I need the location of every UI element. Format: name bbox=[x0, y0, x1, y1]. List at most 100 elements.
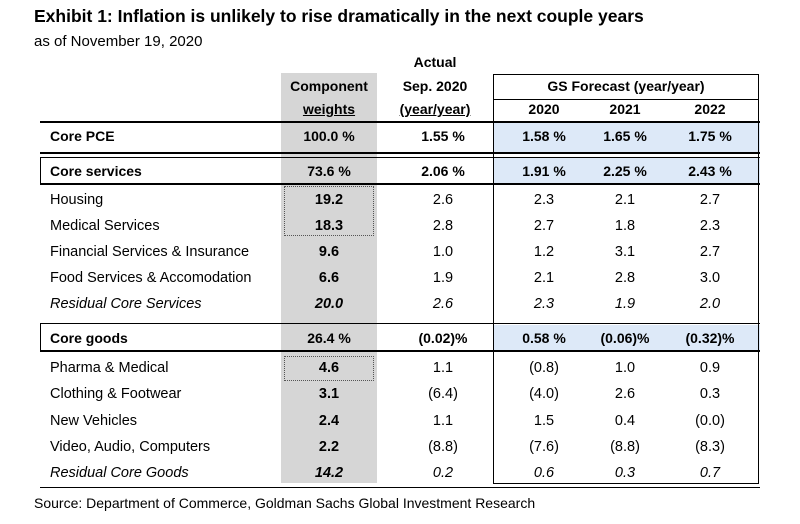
exhibit-title: Exhibit 1: Inflation is unlikely to rise… bbox=[34, 6, 644, 26]
rule-top bbox=[40, 121, 760, 123]
core-goods-left-border bbox=[40, 323, 41, 351]
table-row-pharma-medical: Pharma & Medical 4.6 1.1 (0.8) 1.0 0.9 bbox=[40, 356, 760, 380]
row-label: Food Services & Accomodation bbox=[50, 270, 252, 286]
row-actual: (0.02)% bbox=[418, 330, 468, 346]
row-forecast-2022: 2.0 bbox=[699, 296, 721, 312]
row-label: Video, Audio, Computers bbox=[50, 439, 211, 455]
row-forecast-2022: (0.0) bbox=[695, 413, 725, 429]
exhibit-subtitle: as of November 19, 2020 bbox=[34, 33, 203, 50]
row-forecast-2022: 0.7 bbox=[699, 465, 721, 481]
row-forecast-2021: 2.6 bbox=[614, 386, 636, 402]
row-forecast-2021: 2.1 bbox=[614, 192, 636, 208]
row-label: Pharma & Medical bbox=[50, 360, 169, 376]
row-forecast-2020: 1.2 bbox=[533, 244, 555, 260]
row-forecast-2020: (0.8) bbox=[529, 360, 559, 376]
row-forecast-2021: 2.8 bbox=[614, 270, 636, 286]
row-forecast-2020: 2.7 bbox=[533, 218, 555, 234]
header-year-2022: 2022 bbox=[694, 101, 726, 117]
row-weight: 9.6 bbox=[318, 244, 340, 260]
rule-core-goods-top bbox=[40, 323, 760, 324]
row-forecast-2021: 1.0 bbox=[614, 360, 636, 376]
row-forecast-2020: (4.0) bbox=[529, 386, 559, 402]
row-forecast-2021: 3.1 bbox=[614, 244, 636, 260]
table-row-core-pce: Core PCE 100.0 % 1.55 % 1.58 % 1.65 % 1.… bbox=[40, 124, 760, 148]
row-actual: 2.8 bbox=[432, 218, 454, 234]
row-actual: 2.06 % bbox=[421, 163, 465, 179]
table-row-food-services: Food Services & Accomodation 6.6 1.9 2.1… bbox=[40, 266, 760, 290]
weights-column-shading bbox=[281, 73, 377, 483]
row-forecast-2022: 0.3 bbox=[699, 386, 721, 402]
row-weight: 19.2 bbox=[314, 192, 344, 208]
row-weight: 20.0 bbox=[314, 296, 344, 312]
row-label: Financial Services & Insurance bbox=[50, 244, 250, 260]
row-weight: 6.6 bbox=[318, 270, 340, 286]
row-label: Core PCE bbox=[50, 128, 115, 144]
header-actual-line2: Sep. 2020 bbox=[402, 78, 468, 94]
table-row-clothing-footwear: Clothing & Footwear 3.1 (6.4) (4.0) 2.6 … bbox=[40, 382, 760, 406]
table-row-financial-services: Financial Services & Insurance 9.6 1.0 1… bbox=[40, 240, 760, 264]
row-actual: 0.2 bbox=[432, 465, 454, 481]
row-actual: 1.0 bbox=[432, 244, 454, 260]
core-goods-forecast-highlight bbox=[493, 325, 760, 350]
row-forecast-2020: 0.6 bbox=[533, 465, 555, 481]
rule-table-bottom bbox=[40, 487, 760, 488]
header-weights-line1: Component bbox=[290, 78, 368, 94]
row-label: Medical Services bbox=[50, 218, 160, 234]
header-year-2020: 2020 bbox=[528, 101, 560, 117]
row-forecast-2022: 2.43 % bbox=[688, 163, 732, 179]
row-label: New Vehicles bbox=[50, 413, 138, 429]
row-actual: 2.6 bbox=[432, 192, 454, 208]
row-forecast-2021: 0.4 bbox=[614, 413, 636, 429]
row-actual: 1.1 bbox=[432, 360, 454, 376]
row-actual: (6.4) bbox=[428, 386, 458, 402]
core-services-forecast-highlight bbox=[493, 157, 760, 183]
row-forecast-2022: 1.75 % bbox=[688, 128, 732, 144]
row-actual: 1.55 % bbox=[421, 128, 465, 144]
row-label: Residual Core Goods bbox=[50, 465, 189, 481]
row-forecast-2020: 2.1 bbox=[533, 270, 555, 286]
row-actual: 2.6 bbox=[432, 296, 454, 312]
table-row-housing: Housing 19.2 2.6 2.3 2.1 2.7 bbox=[40, 188, 760, 212]
row-forecast-2021: 1.9 bbox=[614, 296, 636, 312]
row-forecast-2020: 2.3 bbox=[533, 192, 555, 208]
row-forecast-2020: 1.58 % bbox=[522, 128, 566, 144]
table-row-medical-services: Medical Services 18.3 2.8 2.7 1.8 2.3 bbox=[40, 214, 760, 238]
row-forecast-2021: 1.65 % bbox=[603, 128, 647, 144]
row-forecast-2020: 2.3 bbox=[533, 296, 555, 312]
row-forecast-2022: 2.3 bbox=[699, 218, 721, 234]
row-weight: 18.3 bbox=[314, 218, 344, 234]
row-label: Housing bbox=[50, 192, 104, 208]
row-label: Residual Core Services bbox=[50, 296, 202, 312]
header-actual-line3: (year/year) bbox=[399, 101, 471, 117]
header-actual-line1: Actual bbox=[413, 54, 457, 70]
row-weight: 2.2 bbox=[318, 439, 340, 455]
row-weight: 4.6 bbox=[318, 360, 340, 376]
row-forecast-2022: 2.7 bbox=[699, 192, 721, 208]
forecast-box bbox=[493, 74, 759, 484]
row-label: Core goods bbox=[50, 330, 128, 346]
header-year-2021: 2021 bbox=[609, 101, 641, 117]
rule-core-goods-bottom bbox=[40, 350, 760, 352]
row-forecast-2022: 2.7 bbox=[699, 244, 721, 260]
row-forecast-2022: (0.32)% bbox=[685, 330, 735, 346]
housing-medical-dotted-box bbox=[284, 186, 374, 236]
table-row-video-audio-computers: Video, Audio, Computers 2.2 (8.8) (7.6) … bbox=[40, 435, 760, 459]
core-services-left-border bbox=[40, 157, 41, 184]
row-forecast-2021: (0.06)% bbox=[600, 330, 650, 346]
row-forecast-2022: (8.3) bbox=[695, 439, 725, 455]
row-actual: 1.9 bbox=[432, 270, 454, 286]
row-forecast-2020: 0.58 % bbox=[522, 330, 566, 346]
core-pce-forecast-highlight bbox=[493, 121, 760, 152]
header-weights-line2: weights bbox=[302, 101, 356, 117]
row-weight: 14.2 bbox=[314, 465, 344, 481]
pharma-dotted-box bbox=[284, 356, 374, 381]
row-forecast-2020: (7.6) bbox=[529, 439, 559, 455]
row-forecast-2020: 1.5 bbox=[533, 413, 555, 429]
rule-core-services-bottom bbox=[40, 183, 760, 185]
row-weight: 100.0 % bbox=[303, 128, 355, 144]
table-row-residual-core-goods: Residual Core Goods 14.2 0.2 0.6 0.3 0.7 bbox=[40, 461, 760, 485]
rule-core-services-top bbox=[40, 157, 760, 158]
row-forecast-2021: 2.25 % bbox=[603, 163, 647, 179]
table-row-residual-core-services: Residual Core Services 20.0 2.6 2.3 1.9 … bbox=[40, 292, 760, 316]
row-weight: 73.6 % bbox=[307, 163, 351, 179]
